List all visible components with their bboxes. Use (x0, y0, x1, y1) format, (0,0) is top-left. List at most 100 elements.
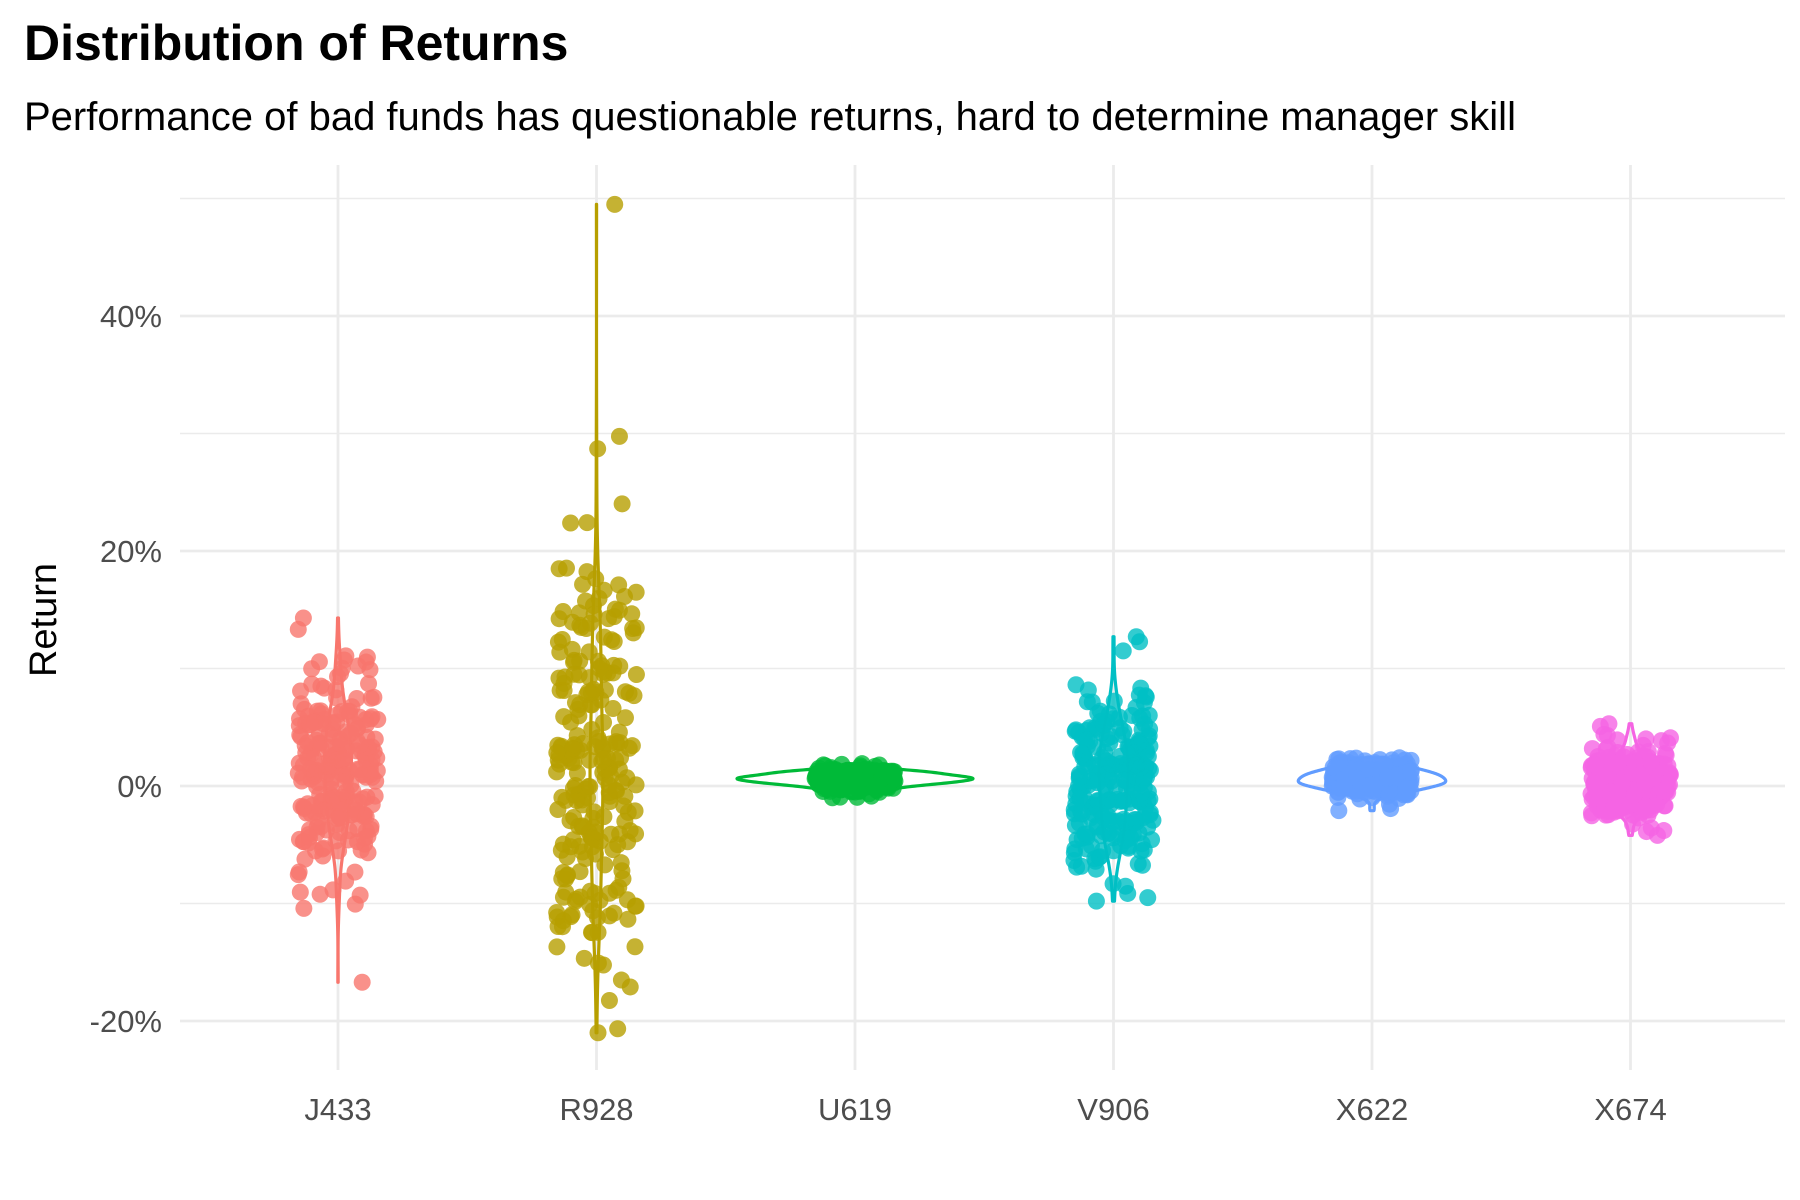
y-tick-label: 20% (100, 534, 162, 569)
point-r928 (620, 684, 638, 702)
point-r928 (568, 764, 586, 782)
point-x622 (1390, 749, 1408, 767)
point-x674 (1637, 730, 1655, 748)
point-r928 (604, 841, 622, 859)
point-r928 (548, 744, 566, 762)
point-r928 (580, 643, 598, 661)
point-r928 (586, 823, 604, 841)
point-v906 (1081, 772, 1099, 790)
point-v906 (1141, 803, 1159, 821)
point-r928 (570, 604, 588, 622)
point-j433 (330, 842, 348, 860)
point-j433 (330, 808, 348, 826)
point-v906 (1114, 792, 1132, 810)
point-x674 (1600, 715, 1618, 733)
point-r928 (565, 665, 583, 683)
point-r928 (609, 1020, 627, 1038)
point-v906 (1118, 772, 1136, 790)
point-r928 (627, 666, 645, 684)
point-j433 (312, 817, 330, 835)
point-r928 (554, 888, 572, 906)
point-v906 (1127, 628, 1145, 646)
point-j433 (359, 827, 377, 845)
point-v906 (1110, 708, 1128, 726)
point-r928 (606, 195, 624, 213)
point-r928 (549, 801, 567, 819)
point-r928 (601, 793, 619, 811)
point-x674 (1648, 826, 1666, 844)
point-x622 (1379, 768, 1397, 786)
point-j433 (351, 736, 369, 754)
point-r928 (563, 739, 581, 757)
point-r928 (589, 923, 607, 941)
point-r928 (589, 1024, 607, 1042)
point-v906 (1097, 765, 1115, 783)
point-v906 (1109, 812, 1127, 830)
x-tick-label: X622 (1336, 1092, 1408, 1127)
point-j433 (324, 881, 342, 899)
point-j433 (295, 899, 313, 917)
point-j433 (315, 839, 332, 857)
point-v906 (1130, 686, 1148, 704)
point-r928 (578, 514, 596, 532)
chart-subtitle: Performance of bad funds has questionabl… (24, 95, 1516, 139)
point-v906 (1073, 805, 1091, 823)
point-x674 (1661, 776, 1679, 794)
point-x622 (1330, 802, 1348, 820)
point-r928 (627, 776, 645, 794)
point-v906 (1066, 840, 1084, 858)
x-tick-label: U619 (818, 1092, 892, 1127)
point-r928 (613, 495, 631, 513)
point-v906 (1087, 860, 1105, 878)
point-r928 (589, 440, 607, 458)
point-v906 (1119, 884, 1137, 902)
point-j433 (346, 863, 364, 881)
point-r928 (600, 992, 618, 1010)
point-j433 (358, 648, 376, 666)
point-j433 (352, 841, 370, 859)
point-r928 (626, 938, 644, 956)
point-v906 (1133, 856, 1151, 874)
point-j433 (336, 773, 354, 791)
point-r928 (627, 583, 645, 601)
point-j433 (301, 760, 319, 778)
point-x622 (1324, 758, 1342, 776)
point-r928 (568, 792, 586, 810)
data-points (289, 195, 1679, 1042)
point-v906 (1070, 723, 1088, 741)
point-x622 (1335, 775, 1353, 793)
point-j433 (369, 710, 387, 728)
point-r928 (610, 576, 628, 594)
y-axis-ticks: -20% 0% 20% 40% (90, 299, 162, 1039)
point-x674 (1642, 753, 1660, 771)
point-r928 (549, 633, 567, 651)
point-j433 (341, 706, 359, 724)
point-r928 (600, 907, 618, 925)
point-j433 (322, 786, 340, 804)
point-j433 (366, 787, 384, 805)
point-j433 (312, 739, 330, 757)
point-r928 (595, 714, 613, 732)
point-r928 (612, 854, 630, 872)
point-j433 (353, 973, 371, 991)
point-j433 (299, 734, 317, 752)
point-r928 (621, 822, 639, 840)
point-r928 (579, 683, 597, 701)
point-x674 (1637, 798, 1655, 816)
point-j433 (294, 609, 312, 627)
point-x622 (1402, 763, 1420, 781)
point-x674 (1659, 734, 1677, 752)
point-j433 (311, 885, 329, 903)
point-r928 (611, 657, 629, 675)
point-r928 (575, 949, 593, 967)
point-r928 (548, 763, 566, 781)
point-x674 (1615, 748, 1633, 766)
point-r928 (614, 870, 632, 888)
point-j433 (360, 675, 378, 693)
point-u619 (866, 777, 884, 795)
point-j433 (362, 689, 380, 707)
x-axis-ticks: J433 R928 U619 V906 X622 X674 (304, 1092, 1666, 1127)
point-j433 (303, 675, 321, 693)
point-v906 (1128, 756, 1146, 774)
point-j433 (361, 766, 379, 784)
